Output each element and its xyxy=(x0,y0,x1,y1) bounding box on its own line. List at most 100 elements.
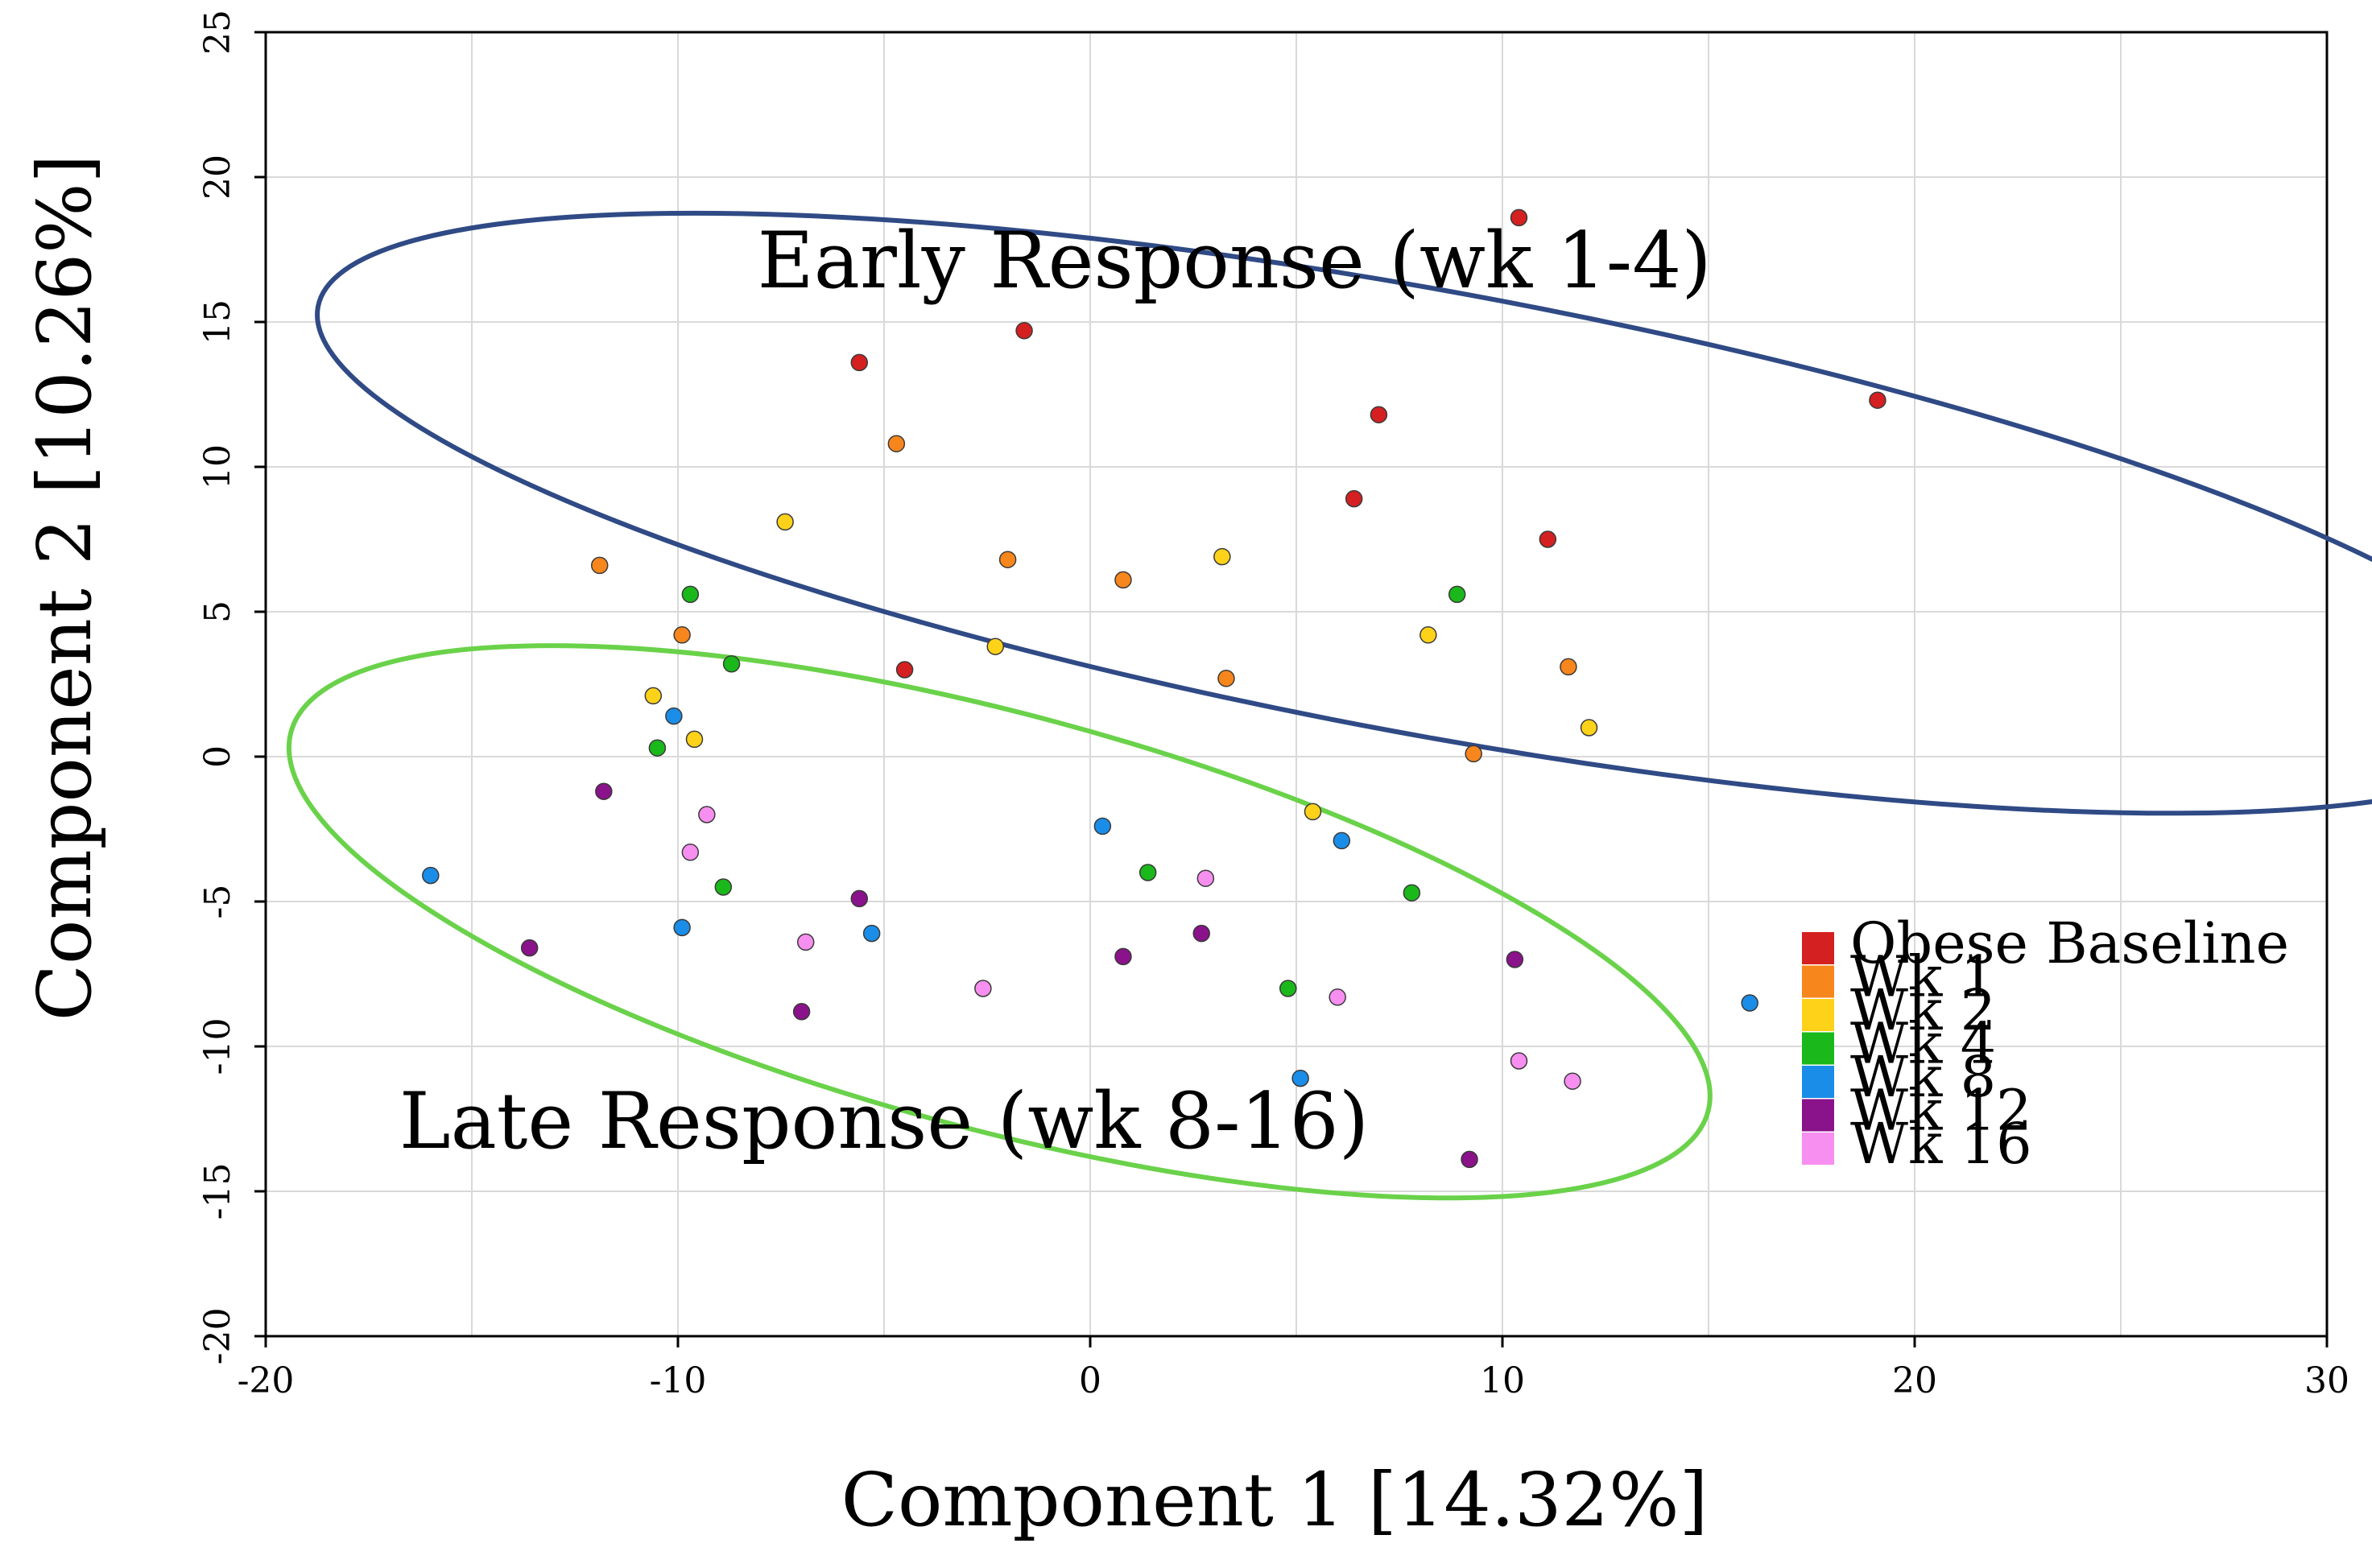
data-point-wk-16 xyxy=(698,806,716,823)
data-point-wk-8 xyxy=(665,707,683,725)
data-point-obese-baseline xyxy=(850,353,869,372)
early-response-label: Early Response (wk 1-4) xyxy=(758,216,1712,306)
data-point-wk-4 xyxy=(1448,585,1466,604)
data-point-wk-2 xyxy=(1580,719,1598,737)
response-ellipses xyxy=(286,210,2372,1201)
y-tick-label: 0 xyxy=(197,745,238,768)
data-point-wk-12 xyxy=(1461,1150,1478,1169)
data-point-wk-4 xyxy=(1403,884,1421,902)
data-point-wk-16 xyxy=(681,844,700,861)
data-point-wk-12 xyxy=(595,782,613,800)
data-point-wk-2 xyxy=(1213,547,1231,566)
data-point-wk-8 xyxy=(673,918,691,937)
data-point-obese-baseline xyxy=(895,661,914,679)
legend-swatch xyxy=(1802,932,1834,964)
legend-label: Obese Baseline xyxy=(1850,910,2289,976)
data-point-wk-1 xyxy=(673,626,691,644)
data-point-obese-baseline xyxy=(1539,530,1557,548)
legend-swatch xyxy=(1802,999,1834,1031)
data-point-wk-2 xyxy=(1419,626,1437,644)
data-point-obese-baseline xyxy=(1869,391,1886,409)
y-tick-label: 10 xyxy=(197,444,238,489)
data-point-wk-1 xyxy=(887,435,906,452)
data-point-wk-12 xyxy=(1114,947,1132,966)
legend-label: Wk 8 xyxy=(1850,1044,1996,1110)
legend-swatch xyxy=(1802,965,1834,998)
data-point-obese-baseline xyxy=(1015,322,1033,340)
data-point-wk-16 xyxy=(796,933,815,951)
legend-swatch xyxy=(1802,1099,1834,1132)
legend-swatch xyxy=(1802,1032,1834,1065)
data-point-wk-8 xyxy=(1291,1069,1309,1087)
y-tick-label: 15 xyxy=(197,299,238,345)
plot-frame xyxy=(264,31,2329,1338)
data-points xyxy=(422,208,1886,1169)
data-point-wk-4 xyxy=(648,739,667,757)
legend-label: Wk 2 xyxy=(1850,977,1996,1043)
y-tick-label: 5 xyxy=(197,600,238,623)
data-point-wk-2 xyxy=(986,638,1004,655)
data-point-wk-12 xyxy=(1506,951,1524,968)
axis-ticks: -20 -10 0 10 20 30 -20 -15 -10 -5 0 5 10 15 20 25 xyxy=(197,10,2349,1401)
data-point-wk-1 xyxy=(1465,745,1482,763)
data-point-wk-1 xyxy=(590,556,609,575)
data-point-wk-4 xyxy=(1138,864,1157,881)
data-point-wk-16 xyxy=(1564,1072,1581,1090)
data-point-wk-12 xyxy=(1192,924,1210,943)
data-point-wk-8 xyxy=(1741,994,1758,1012)
data-point-wk-16 xyxy=(1196,869,1215,887)
legend-swatch xyxy=(1802,1066,1834,1098)
x-axis-title: Component 1 [14.32%] xyxy=(841,1457,1709,1543)
late-response-label: Late Response (wk 8-16) xyxy=(399,1076,1369,1166)
data-point-obese-baseline xyxy=(1370,406,1388,423)
x-tick-label: 30 xyxy=(2304,1360,2349,1401)
x-tick-label: 0 xyxy=(1079,1360,1101,1401)
legend-label: Wk 1 xyxy=(1850,944,1996,1010)
data-point-wk-2 xyxy=(776,513,794,531)
y-axis-title: Component 2 [10.26%] xyxy=(22,155,108,1021)
y-tick-label: -5 xyxy=(197,885,238,919)
annotations: Early Response (wk 1-4) Late Response (wk… xyxy=(399,216,1712,1166)
legend-label: Wk 4 xyxy=(1850,1011,1996,1077)
y-tick-label: 20 xyxy=(197,155,238,200)
data-point-wk-4 xyxy=(681,585,700,604)
data-point-wk-8 xyxy=(1093,817,1112,836)
data-point-wk-8 xyxy=(422,866,440,885)
data-point-wk-1 xyxy=(998,551,1017,568)
data-point-wk-16 xyxy=(974,980,992,997)
legend-label: Wk 16 xyxy=(1850,1111,2032,1177)
data-point-wk-12 xyxy=(850,889,869,908)
data-point-wk-16 xyxy=(1329,988,1346,1006)
data-point-wk-12 xyxy=(520,939,539,957)
y-tick-label: -20 xyxy=(197,1308,238,1365)
legend-swatch xyxy=(1802,1133,1834,1165)
data-point-wk-4 xyxy=(1279,980,1297,997)
data-point-wk-8 xyxy=(1333,831,1351,850)
data-point-wk-1 xyxy=(1217,670,1235,687)
data-point-wk-2 xyxy=(644,687,663,705)
data-point-wk-16 xyxy=(1510,1052,1528,1070)
y-tick-label: 25 xyxy=(197,10,238,55)
late-response-ellipse xyxy=(286,643,1713,1201)
data-point-wk-8 xyxy=(862,924,881,943)
y-tick-label: -10 xyxy=(197,1018,238,1075)
data-point-wk-4 xyxy=(714,878,733,896)
data-point-wk-1 xyxy=(1114,571,1132,589)
early-response-ellipse xyxy=(315,210,2372,816)
data-point-obese-baseline xyxy=(1345,489,1363,508)
data-point-wk-4 xyxy=(722,655,741,673)
x-tick-label: 20 xyxy=(1892,1360,1937,1401)
data-point-wk-12 xyxy=(792,1003,811,1021)
x-tick-label: -20 xyxy=(238,1360,295,1401)
x-tick-label: 10 xyxy=(1480,1360,1525,1401)
legend-label: Wk 12 xyxy=(1850,1078,2032,1144)
x-tick-label: -10 xyxy=(650,1360,707,1401)
data-point-wk-2 xyxy=(685,730,704,749)
y-tick-label: -15 xyxy=(197,1163,238,1220)
data-point-wk-1 xyxy=(1560,658,1577,676)
data-point-obese-baseline xyxy=(1510,208,1528,227)
data-point-wk-2 xyxy=(1304,803,1322,821)
